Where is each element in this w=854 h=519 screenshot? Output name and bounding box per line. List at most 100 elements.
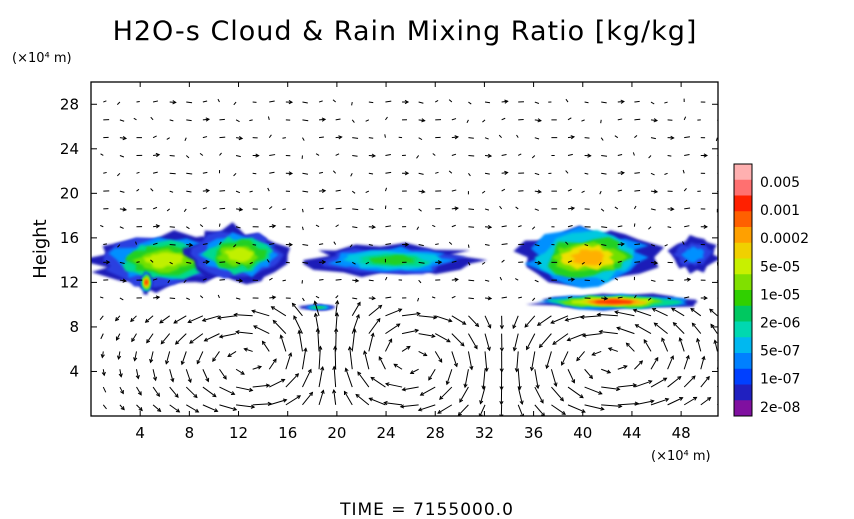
wind-arrow-head bbox=[363, 350, 368, 355]
wind-arrow bbox=[333, 241, 337, 245]
wind-arrow bbox=[166, 208, 171, 212]
wind-arrow bbox=[219, 368, 227, 380]
wind-arrow bbox=[526, 333, 536, 350]
wind-arrow bbox=[671, 307, 685, 317]
wind-arrow bbox=[136, 171, 140, 174]
wind-arrow bbox=[219, 333, 237, 338]
wind-arrow-head bbox=[414, 328, 420, 333]
wind-arrow bbox=[202, 315, 220, 322]
wind-arrow bbox=[385, 383, 403, 388]
wind-arrow bbox=[235, 368, 245, 375]
wind-arrow-head bbox=[155, 152, 161, 158]
wind-arrow bbox=[269, 154, 276, 156]
x-tick-label: 8 bbox=[185, 424, 195, 442]
x-tick-label: 32 bbox=[475, 424, 494, 442]
colorbar-label: 2e-08 bbox=[760, 400, 800, 416]
wind-arrow bbox=[567, 260, 573, 263]
wind-arrow bbox=[117, 244, 121, 248]
wind-arrow-head bbox=[517, 385, 522, 391]
wind-arrow-head bbox=[288, 352, 293, 357]
wind-arrow bbox=[501, 296, 507, 299]
wind-arrow bbox=[468, 208, 475, 210]
wind-arrow-head bbox=[662, 377, 668, 382]
wind-arrow bbox=[318, 346, 321, 370]
wind-arrow bbox=[252, 384, 270, 388]
wind-arrow bbox=[534, 279, 539, 283]
wind-arrow bbox=[219, 190, 226, 192]
wind-arrow bbox=[302, 190, 309, 193]
wind-arrow-head bbox=[499, 386, 504, 391]
wind-arrow-head bbox=[271, 224, 277, 229]
wind-arrow-head bbox=[243, 347, 248, 352]
wind-arrow bbox=[517, 369, 521, 390]
wind-arrow-head bbox=[409, 370, 415, 374]
wind-arrow bbox=[365, 119, 370, 122]
wind-arrow-head bbox=[606, 369, 612, 374]
wind-arrow-head bbox=[678, 336, 683, 342]
wind-arrow bbox=[202, 171, 208, 174]
wind-arrow bbox=[217, 315, 237, 319]
wind-arrow bbox=[333, 366, 337, 388]
wind-arrow bbox=[534, 137, 540, 140]
wind-arrow-head bbox=[303, 347, 308, 352]
wind-arrow bbox=[351, 302, 361, 317]
wind-arrow bbox=[584, 172, 589, 175]
wind-arrow-head bbox=[587, 153, 592, 158]
wind-arrow bbox=[169, 190, 174, 193]
wind-arrow bbox=[150, 188, 154, 192]
wind-arrow bbox=[115, 315, 121, 321]
wind-arrow bbox=[634, 100, 640, 103]
wind-arrow-head bbox=[693, 396, 698, 401]
wind-arrow bbox=[249, 190, 253, 193]
wind-arrow bbox=[633, 205, 637, 210]
wind-arrow bbox=[173, 315, 187, 324]
wind-arrow-head bbox=[475, 322, 480, 328]
wind-arrow-head bbox=[155, 295, 161, 300]
wind-arrow bbox=[301, 226, 304, 231]
wind-arrow-head bbox=[529, 366, 535, 372]
wind-arrow bbox=[468, 172, 471, 177]
wind-arrow bbox=[468, 154, 475, 157]
wind-arrow bbox=[710, 324, 718, 334]
wind-arrow-head bbox=[307, 368, 312, 374]
wind-arrow-head bbox=[250, 404, 256, 409]
colorbar-swatch bbox=[734, 368, 752, 385]
wind-arrow-head bbox=[159, 319, 164, 324]
wind-arrow bbox=[515, 278, 519, 281]
wind-arrow bbox=[119, 369, 122, 377]
wind-arrow bbox=[385, 154, 391, 156]
wind-arrow bbox=[393, 363, 403, 370]
wind-arrow-head bbox=[553, 382, 558, 387]
wind-arrow bbox=[136, 386, 142, 396]
wind-arrow-head bbox=[707, 397, 712, 402]
wind-arrow-head bbox=[376, 317, 381, 323]
wind-arrow-head bbox=[203, 337, 209, 342]
wind-arrow bbox=[302, 119, 309, 122]
wind-arrow-head bbox=[651, 307, 657, 312]
wind-arrow bbox=[518, 225, 522, 228]
wind-arrow-head bbox=[446, 338, 451, 343]
wind-arrow-head bbox=[270, 306, 276, 311]
wind-arrow bbox=[567, 296, 573, 299]
wind-arrow bbox=[614, 135, 619, 139]
wind-arrow bbox=[184, 137, 187, 141]
wind-arrow bbox=[152, 135, 157, 139]
wind-arrow bbox=[501, 154, 507, 156]
wind-arrow bbox=[617, 402, 639, 406]
wind-arrow bbox=[152, 100, 159, 103]
wind-arrow bbox=[565, 170, 569, 174]
wind-arrow bbox=[227, 351, 237, 357]
wind-arrow-head bbox=[282, 398, 288, 403]
wind-arrow-head bbox=[122, 278, 127, 283]
wind-arrow-head bbox=[383, 400, 388, 406]
wind-arrow bbox=[700, 356, 705, 370]
wind-arrow bbox=[315, 224, 320, 228]
wind-arrow-head bbox=[384, 382, 390, 387]
wind-arrow-head bbox=[696, 337, 701, 343]
wind-arrow bbox=[418, 244, 424, 247]
wind-arrow bbox=[385, 116, 388, 121]
wind-arrow bbox=[152, 206, 158, 210]
wind-arrow-head bbox=[620, 99, 625, 104]
wind-arrow bbox=[498, 134, 502, 139]
wind-arrow-head bbox=[634, 324, 640, 329]
